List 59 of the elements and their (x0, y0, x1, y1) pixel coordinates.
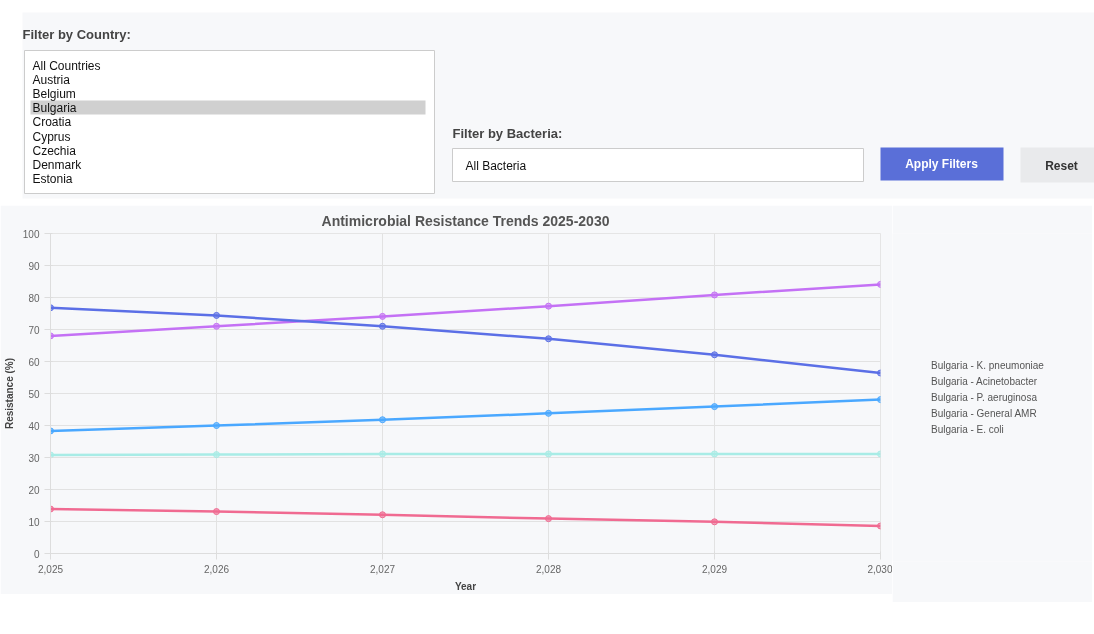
x-axis-title: Year (454, 580, 477, 592)
text: Filter by Country: (22, 27, 131, 42)
text: Denmark (32, 157, 83, 172)
point (711, 518, 718, 526)
x-tick-label: 2,028 (535, 563, 562, 575)
point (213, 508, 220, 516)
point (711, 351, 718, 359)
text: Apply Filters (905, 156, 979, 171)
point (213, 422, 220, 429)
point (545, 335, 552, 343)
chart-title: Antimicrobial Resistance Trends 2025-2030 (321, 212, 610, 229)
text: Austria (32, 72, 71, 87)
point (213, 322, 220, 330)
point (379, 312, 386, 320)
point (379, 450, 386, 458)
x-tick-label: 2,026 (203, 563, 230, 575)
point (545, 409, 552, 417)
point (379, 511, 386, 519)
text: Reset (1045, 158, 1078, 173)
text: Filter by Bacteria: (452, 126, 563, 141)
text: Bulgaria - General AMR (931, 407, 1037, 419)
point (213, 451, 220, 459)
point (711, 291, 718, 299)
text: Belgium (32, 86, 76, 101)
text: Bulgaria (32, 101, 77, 116)
x-tick-label: 2,025 (37, 563, 64, 575)
text: Estonia (32, 172, 73, 187)
point (545, 302, 552, 310)
y-tick-label: 30 (28, 452, 40, 464)
x-tick-label: 2,029 (701, 563, 728, 575)
y-tick-label: 40 (28, 420, 40, 432)
x-tick-label: 2,030 (867, 563, 893, 575)
point (213, 311, 220, 319)
y-tick-label: 50 (28, 388, 40, 400)
point (379, 416, 386, 424)
text: All Bacteria (465, 158, 527, 173)
text: Bulgaria - K. pneumoniae (931, 359, 1044, 371)
y-tick-label: 80 (28, 292, 40, 304)
text: Bulgaria - P. aeruginosa (931, 391, 1037, 403)
point (545, 450, 552, 458)
point (545, 515, 552, 523)
text: Bulgaria - Acinetobacter (931, 375, 1038, 387)
text: Bulgaria - E. coli (931, 423, 1004, 435)
y-tick-label: 100 (22, 228, 40, 240)
text: Cyprus (32, 129, 71, 144)
point (711, 450, 718, 458)
y-tick-label: 70 (28, 324, 40, 336)
point (379, 322, 386, 330)
y-tick-label: 20 (28, 484, 40, 496)
y-tick-label: 60 (28, 356, 40, 368)
text: Czechia (32, 143, 77, 158)
y-tick-label: 10 (28, 516, 40, 528)
point (711, 403, 718, 411)
text: All Countries (32, 58, 101, 73)
y-axis-title: Resistance (%) (3, 357, 15, 430)
x-tick-label: 2,027 (369, 563, 396, 575)
y-tick-label: 90 (28, 260, 40, 272)
y-tick-label: 0 (33, 548, 40, 560)
text: Croatia (32, 115, 72, 130)
